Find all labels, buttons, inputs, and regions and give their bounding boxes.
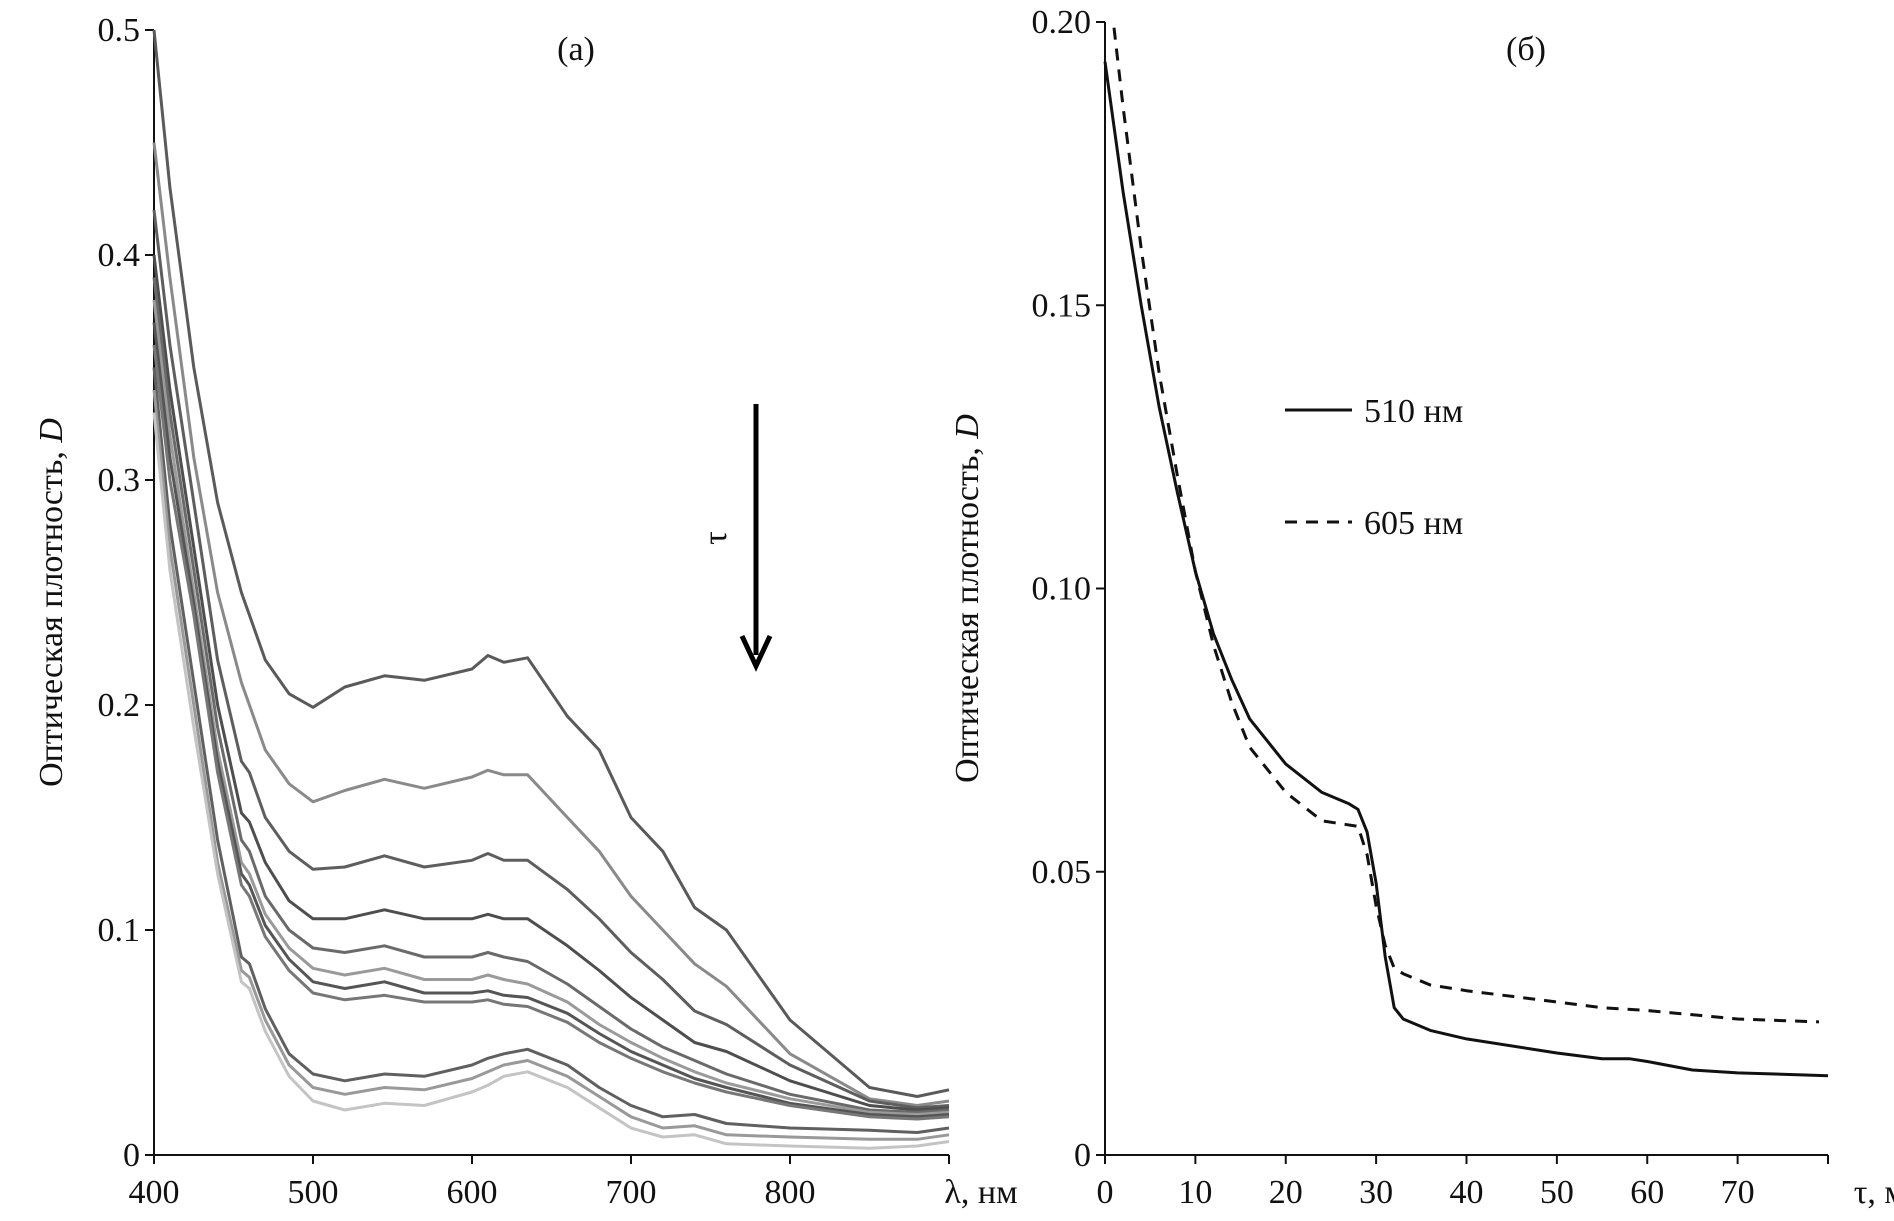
y-tick-label: 0.4: [98, 237, 141, 274]
y-axis-label: Оптическая плотность, D: [949, 414, 986, 783]
arrow-down-icon: [739, 634, 773, 672]
y-tick-label: 0.10: [1032, 571, 1092, 608]
x-tick-label: 30: [1359, 1174, 1393, 1211]
x-tick-label: 20: [1269, 1174, 1303, 1211]
y-tick-label: 0.05: [1032, 854, 1092, 891]
y-tick-label: 0.5: [98, 12, 141, 49]
x-tick-label: 10: [1178, 1174, 1212, 1211]
tau-annotation: τ: [697, 531, 734, 545]
x-tick-label: 600: [447, 1174, 498, 1211]
y-axis-label-text: Оптическая плотность,: [33, 443, 70, 787]
x-tick-label: 40: [1450, 1174, 1484, 1211]
series-line-6: [152, 299, 950, 1116]
series-line-9: [152, 367, 950, 1134]
x-tick-label: 50: [1540, 1174, 1574, 1211]
series-line-7: [152, 322, 950, 1119]
series-line-1: [1103, 61, 1829, 1078]
x-tick-label: 400: [129, 1174, 180, 1211]
y-tick-label: 0.2: [98, 687, 141, 724]
series-line-1: [152, 29, 950, 1098]
panel-a: 400 500 600 700 800 0 0.1 0.2 0.3 0.4 0.5 λ, нм Опти…: [33, 12, 1018, 1211]
x-tick-label: 60: [1630, 1174, 1664, 1211]
y-axis-label: Оптическая плотность, D: [33, 418, 70, 787]
y-tick-label: 0: [123, 1137, 140, 1174]
panel-label: (б): [1506, 31, 1546, 68]
series-line-2: [1112, 27, 1820, 1024]
legend-label-1: 510 нм: [1364, 393, 1463, 430]
y-axis-label-variable: D: [949, 414, 986, 440]
x-tick-label: 70: [1721, 1174, 1755, 1211]
y-tick-label: 0.3: [98, 462, 141, 499]
series-line-4: [152, 254, 950, 1112]
legend-label-2: 605 нм: [1364, 505, 1463, 542]
y-tick-label: 0: [1074, 1137, 1091, 1174]
y-axis-label-variable: D: [33, 418, 70, 444]
panel-label: (a): [557, 31, 595, 68]
y-tick-label: 0.1: [98, 912, 141, 949]
series-line-5: [152, 277, 950, 1114]
x-axis-label: λ, нм: [944, 1174, 1017, 1211]
x-tick-label: 0: [1097, 1174, 1114, 1211]
y-tick-label: 0.15: [1032, 287, 1092, 324]
y-axis-label-text: Оптическая плотность,: [949, 439, 986, 783]
series-line-10: [152, 389, 950, 1141]
x-axis-label: τ, мин: [1854, 1174, 1894, 1211]
series-line-8: [152, 344, 950, 1121]
x-tick-label: 700: [606, 1174, 657, 1211]
x-tick-label: 800: [765, 1174, 816, 1211]
series-line-11: [152, 412, 950, 1150]
x-tick-label: 500: [288, 1174, 339, 1211]
y-tick-label: 0.20: [1032, 4, 1092, 41]
series-line-2: [152, 142, 950, 1107]
panel-b: 0 10 20 30 40 50 60 70 0 0.05 0.10 0.15 0.20 τ, мин Оп…: [949, 4, 1894, 1211]
series-line-3: [152, 209, 950, 1110]
